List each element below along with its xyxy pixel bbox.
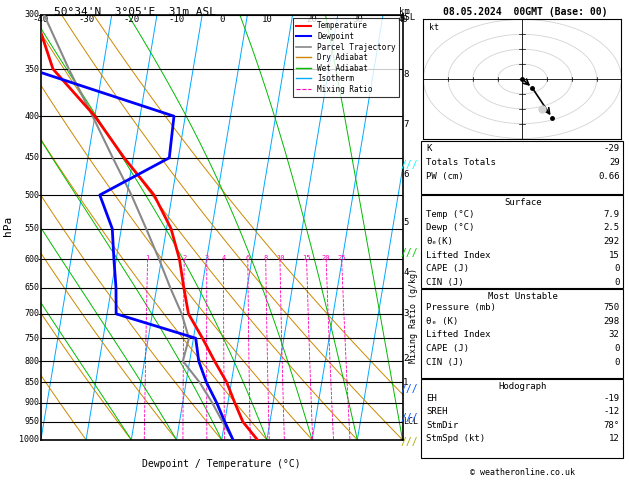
Text: 7: 7 (403, 121, 409, 129)
Text: km: km (399, 7, 410, 17)
Text: 650: 650 (24, 283, 39, 292)
Text: CIN (J): CIN (J) (426, 358, 464, 366)
Text: 20: 20 (307, 15, 318, 24)
Text: 1: 1 (403, 378, 409, 387)
Text: PW (cm): PW (cm) (426, 172, 464, 181)
Text: Totals Totals: Totals Totals (426, 158, 496, 167)
Text: Dewp (°C): Dewp (°C) (426, 224, 475, 232)
Text: 292: 292 (603, 237, 620, 246)
Text: 3: 3 (204, 255, 209, 261)
Text: Pressure (mb): Pressure (mb) (426, 303, 496, 312)
Text: 6: 6 (403, 170, 409, 179)
Text: 40: 40 (397, 15, 408, 24)
Text: 950: 950 (24, 417, 39, 426)
Text: 78°: 78° (603, 421, 620, 430)
Text: CAPE (J): CAPE (J) (426, 264, 469, 273)
Text: K: K (426, 144, 432, 154)
Text: 850: 850 (24, 378, 39, 387)
Text: 7.9: 7.9 (603, 210, 620, 219)
Text: 25: 25 (338, 255, 346, 261)
Text: ///: /// (400, 160, 418, 170)
Text: 8: 8 (264, 255, 268, 261)
Text: 0: 0 (614, 344, 620, 353)
Text: StmDir: StmDir (426, 421, 459, 430)
Text: 0: 0 (614, 358, 620, 366)
Text: -29: -29 (603, 144, 620, 154)
Text: 0: 0 (614, 278, 620, 287)
Text: 2: 2 (182, 255, 186, 261)
Text: -30: -30 (78, 15, 94, 24)
Text: 15: 15 (303, 255, 311, 261)
Text: 4: 4 (403, 268, 409, 277)
Text: 400: 400 (24, 112, 39, 121)
Text: ///: /// (400, 248, 418, 258)
Text: Mixing Ratio (g/kg): Mixing Ratio (g/kg) (409, 268, 418, 364)
Text: ASL: ASL (399, 13, 416, 22)
Text: 298: 298 (603, 317, 620, 326)
Text: 750: 750 (24, 334, 39, 343)
Text: CAPE (J): CAPE (J) (426, 344, 469, 353)
Text: Temp (°C): Temp (°C) (426, 210, 475, 219)
Text: 350: 350 (24, 65, 39, 73)
Text: CIN (J): CIN (J) (426, 278, 464, 287)
Text: 900: 900 (24, 398, 39, 407)
Text: -10: -10 (169, 15, 184, 24)
Text: SREH: SREH (426, 407, 448, 416)
Text: 29: 29 (609, 158, 620, 167)
Legend: Temperature, Dewpoint, Parcel Trajectory, Dry Adiabat, Wet Adiabat, Isotherm, Mi: Temperature, Dewpoint, Parcel Trajectory… (292, 18, 399, 97)
Text: 2.5: 2.5 (603, 224, 620, 232)
Text: 2: 2 (403, 354, 409, 364)
Text: 300: 300 (24, 10, 39, 19)
Text: 700: 700 (24, 310, 39, 318)
Text: 08.05.2024  00GMT (Base: 00): 08.05.2024 00GMT (Base: 00) (443, 7, 608, 17)
Text: Lifted Index: Lifted Index (426, 251, 491, 260)
Text: 1: 1 (145, 255, 150, 261)
Text: 3: 3 (403, 310, 409, 318)
Text: θₑ (K): θₑ (K) (426, 317, 459, 326)
Text: 20: 20 (322, 255, 330, 261)
Text: 1000: 1000 (19, 435, 39, 444)
Text: 50°34'N  3°05'E  31m ASL: 50°34'N 3°05'E 31m ASL (54, 7, 216, 17)
Text: ///: /// (400, 437, 418, 447)
Text: 600: 600 (24, 255, 39, 264)
Text: StmSpd (kt): StmSpd (kt) (426, 434, 486, 443)
Text: 12: 12 (609, 434, 620, 443)
Text: Lifted Index: Lifted Index (426, 330, 491, 339)
Text: θₑ(K): θₑ(K) (426, 237, 454, 246)
Text: 32: 32 (609, 330, 620, 339)
Text: 0.66: 0.66 (598, 172, 620, 181)
Text: 8: 8 (403, 69, 409, 79)
Text: 30: 30 (352, 15, 363, 24)
Text: LCL: LCL (403, 417, 418, 426)
Text: -20: -20 (123, 15, 140, 24)
Text: -12: -12 (603, 407, 620, 416)
Text: 0: 0 (219, 15, 225, 24)
Text: EH: EH (426, 394, 437, 402)
Text: -40: -40 (33, 15, 49, 24)
Text: 0: 0 (614, 264, 620, 273)
Text: -19: -19 (603, 394, 620, 402)
Text: 450: 450 (24, 153, 39, 162)
Text: 10: 10 (276, 255, 284, 261)
Text: 750: 750 (603, 303, 620, 312)
Text: 4: 4 (221, 255, 226, 261)
Text: 550: 550 (24, 224, 39, 233)
Text: 15: 15 (609, 251, 620, 260)
Text: Most Unstable: Most Unstable (488, 292, 558, 301)
Text: © weatheronline.co.uk: © weatheronline.co.uk (470, 468, 574, 477)
Text: 500: 500 (24, 191, 39, 200)
Text: 10: 10 (262, 15, 272, 24)
Text: kt: kt (429, 23, 439, 32)
Text: ///: /// (400, 413, 418, 423)
Text: Hodograph: Hodograph (499, 382, 547, 391)
Text: 5: 5 (403, 218, 409, 226)
Text: ///: /// (400, 384, 418, 394)
Text: hPa: hPa (3, 216, 13, 236)
X-axis label: Dewpoint / Temperature (°C): Dewpoint / Temperature (°C) (142, 459, 301, 469)
Text: 800: 800 (24, 357, 39, 365)
Text: 6: 6 (246, 255, 250, 261)
Text: Surface: Surface (504, 198, 542, 208)
